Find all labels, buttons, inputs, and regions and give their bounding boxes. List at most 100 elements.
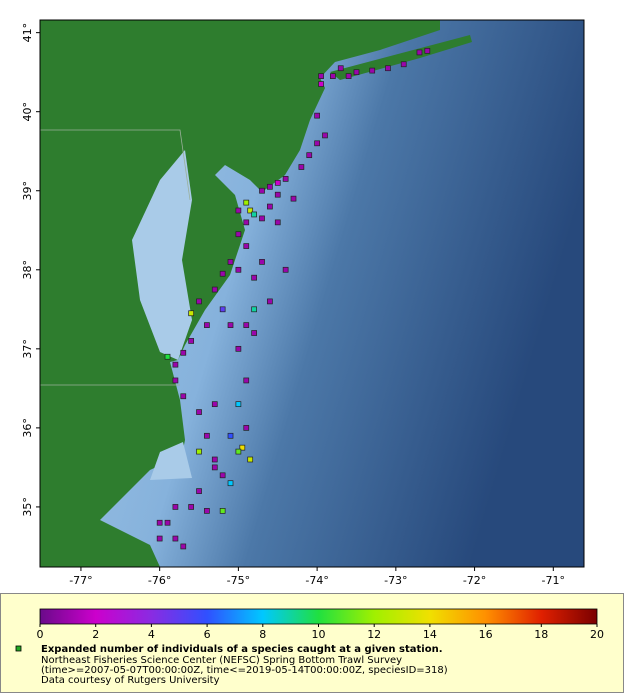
station-marker: [282, 266, 289, 273]
y-tick-label: 37°: [21, 339, 34, 359]
station-marker: [247, 456, 254, 463]
station-marker: [172, 535, 179, 542]
land: [40, 20, 440, 567]
station-marker: [227, 259, 234, 265]
x-tick-label: -71°: [542, 574, 565, 587]
y-tick-label: 40°: [21, 102, 34, 122]
x-tick-label: -74°: [305, 574, 328, 587]
station-marker: [314, 140, 320, 147]
station-marker: [259, 259, 265, 265]
station-marker: [251, 211, 257, 218]
station-marker: [164, 353, 171, 360]
station-marker: [204, 432, 210, 439]
station-marker: [267, 183, 273, 190]
colorbar-tick-label: 4: [148, 628, 155, 641]
colorbar-tick-label: 2: [92, 628, 99, 641]
station-marker: [211, 464, 218, 471]
station-marker: [239, 444, 246, 451]
station-marker: [330, 73, 336, 79]
station-marker: [196, 409, 202, 415]
station-marker: [164, 519, 171, 526]
station-marker: [424, 47, 431, 54]
long-island: [330, 35, 472, 80]
station-marker: [416, 49, 423, 56]
x-tick-label: -77°: [69, 574, 92, 587]
y-tick-label: 35°: [21, 497, 34, 517]
x-tick-label: -72°: [463, 574, 486, 587]
x-tick-label: -75°: [227, 574, 250, 587]
station-marker: [156, 519, 163, 526]
station-marker: [267, 203, 273, 210]
station-marker: [243, 199, 250, 206]
station-marker: [211, 401, 218, 408]
station-marker: [353, 69, 360, 76]
legend-line: Data courtesy of Rutgers University: [41, 675, 220, 686]
station-marker: [235, 448, 242, 455]
colorbar-tick-label: 14: [423, 628, 437, 641]
station-marker: [251, 330, 257, 336]
station-marker: [188, 338, 195, 344]
station-marker: [196, 448, 202, 455]
station-marker: [196, 488, 202, 494]
station-marker: [251, 274, 257, 281]
station-marker: [235, 266, 242, 273]
station-marker: [243, 425, 250, 431]
pamlico-sound: [150, 442, 192, 480]
station-marker: [282, 176, 289, 182]
x-tick-label: -73°: [384, 574, 407, 587]
station-marker: [259, 215, 265, 222]
y-tick-label: 38°: [21, 260, 34, 280]
y-tick-label: 36°: [21, 418, 34, 438]
station-marker: [196, 298, 202, 305]
station-marker: [227, 322, 234, 328]
station-marker: [219, 472, 226, 479]
station-marker: [259, 187, 265, 194]
station-marker: [172, 377, 179, 384]
colorbar-tick-label: 0: [37, 628, 44, 641]
station-marker: [243, 219, 250, 226]
colorbar-tick-label: 10: [312, 628, 326, 641]
station-marker: [235, 207, 242, 214]
station-marker: [290, 195, 297, 202]
colorbar-tick-label: 18: [534, 628, 548, 641]
colorbar-tick-label: 6: [204, 628, 211, 641]
station-marker: [251, 306, 257, 313]
station-marker: [172, 361, 179, 368]
chesapeake-bay: [132, 150, 192, 360]
station-marker: [345, 73, 352, 79]
station-marker: [180, 543, 187, 550]
map-frame: [39, 19, 585, 568]
station-marker: [211, 286, 218, 293]
station-marker: [235, 231, 242, 238]
station-marker: [180, 393, 187, 400]
station-marker: [180, 349, 187, 356]
y-tick-label: 41°: [21, 23, 34, 43]
station-marker: [204, 322, 210, 328]
station-marker: [188, 504, 195, 510]
station-marker: [267, 298, 273, 305]
legend-marker: [15, 645, 22, 652]
station-marker: [314, 112, 320, 119]
station-marker: [322, 132, 328, 139]
station-marker: [318, 73, 324, 79]
station-marker: [243, 322, 250, 328]
station-marker: [219, 306, 226, 313]
colorbar: [39, 608, 598, 625]
station-marker: [274, 191, 281, 198]
state-borders: [40, 129, 191, 386]
station-marker: [298, 164, 305, 170]
legend-line: (time>=2007-05-07T00:00:00Z, time<=2019-…: [41, 665, 448, 676]
station-marker: [369, 67, 376, 74]
legend-line: Northeast Fisheries Science Center (NEFS…: [41, 655, 402, 666]
station-marker: [219, 270, 226, 277]
station-marker: [243, 243, 250, 249]
station-marker: [172, 504, 179, 510]
colorbar-tick-label: 8: [259, 628, 266, 641]
station-marker: [385, 65, 391, 72]
colorbar-tick-label: 12: [367, 628, 381, 641]
colorbar-tick-label: 16: [479, 628, 493, 641]
x-tick-label: -76°: [148, 574, 171, 587]
station-marker: [337, 65, 344, 72]
